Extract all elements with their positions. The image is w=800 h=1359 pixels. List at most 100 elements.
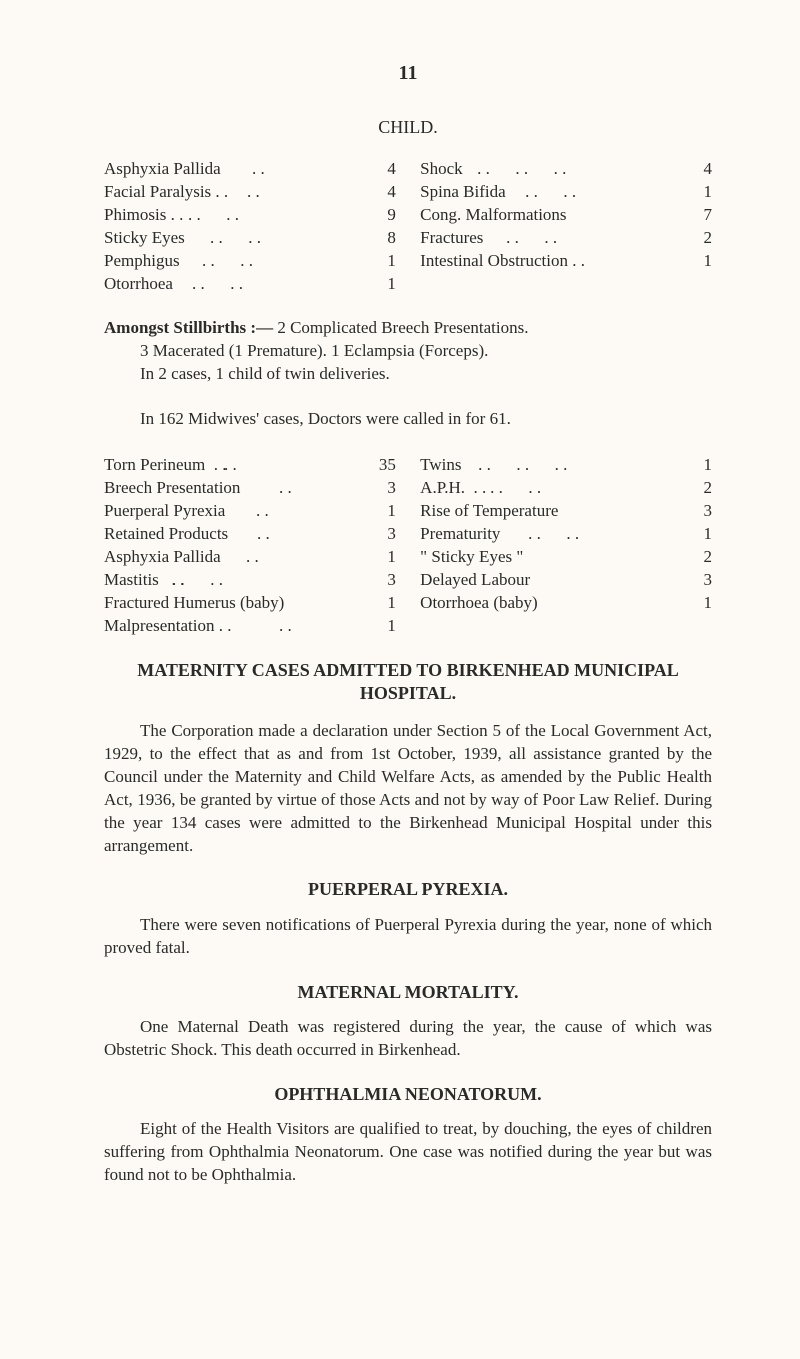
child-table: Asphyxia Pallida . . 4 Facial Paralysis … (104, 157, 712, 295)
row-dots: . . . . (490, 476, 541, 499)
puerperal-pyrexia-body: There were seven notifications of Puerpe… (104, 914, 712, 960)
table-row: Cong. Malformations 7 (420, 203, 712, 226)
puerperal-pyrexia-heading: PUERPERAL PYREXIA. (104, 877, 712, 901)
row-value: 3 (682, 568, 712, 591)
row-dots: . . (246, 545, 259, 568)
row-value: 1 (366, 591, 396, 614)
table-row: Retained Products . . 3 (104, 522, 396, 545)
row-dots: . . (257, 522, 270, 545)
table-row: " Sticky Eyes " 2 (420, 545, 712, 568)
table-row: Rise of Temperature 3 (420, 499, 712, 522)
row-label: Puerperal Pyrexia (104, 499, 225, 522)
row-label: Malpresentation . . (104, 614, 231, 637)
table-row: Pemphigus . . . . 1 (104, 249, 396, 272)
row-dots: . . (252, 157, 265, 180)
row-value: 3 (366, 568, 396, 591)
stillbirths-heading: Amongst Stillbirths :— (104, 318, 273, 337)
row-label: Sticky Eyes (104, 226, 185, 249)
table-row: Phimosis . . . . . . 9 (104, 203, 396, 226)
table-row: Breech Presentation . . 3 (104, 476, 396, 499)
row-value: 7 (682, 203, 712, 226)
row-label: Delayed Labour (420, 568, 530, 591)
row-value: 1 (682, 249, 712, 272)
table-row: Otorrhoea . . . . 1 (104, 272, 396, 295)
table-row: Asphyxia Pallida . . 4 (104, 157, 396, 180)
row-dots: . . (224, 453, 237, 476)
row-label: " Sticky Eyes " (420, 545, 523, 568)
ophthalmia-body: Eight of the Health Visitors are qualifi… (104, 1118, 712, 1187)
row-label: Prematurity (420, 522, 500, 545)
table-row: Asphyxia Pallida . . 1 (104, 545, 396, 568)
row-dots: . . . . . . (478, 453, 567, 476)
child-table-right-col: Shock . . . . . . 4 Spina Bifida . . . .… (420, 157, 712, 272)
row-dots: . . . . (202, 249, 253, 272)
table-row: Mastitis . . . . . . 3 (104, 568, 396, 591)
row-label: Torn Perineum . . (104, 453, 227, 476)
row-value: 4 (366, 180, 396, 203)
row-value: 1 (682, 591, 712, 614)
row-value: 4 (682, 157, 712, 180)
table-row: A.P.H. . . . . . . 2 (420, 476, 712, 499)
stillbirths-paragraph: Amongst Stillbirths :— 2 Complicated Bre… (104, 317, 712, 386)
row-value: 35 (366, 453, 396, 476)
maternity-cases-body: The Corporation made a declaration under… (104, 720, 712, 858)
child-table-left-col: Asphyxia Pallida . . 4 Facial Paralysis … (104, 157, 396, 295)
row-label: Fractured Humerus (baby) (104, 591, 284, 614)
ophthalmia-heading: OPHTHALMIA NEONATORUM. (104, 1082, 712, 1106)
row-value: 1 (366, 545, 396, 568)
document-page: 11 CHILD. Asphyxia Pallida . . 4 Facial … (0, 0, 800, 1257)
row-value: 1 (366, 249, 396, 272)
row-dots: . . (247, 180, 260, 203)
midwives-table-right-col: Twins . . . . . . 1 A.P.H. . . . . . . 2… (420, 453, 712, 614)
table-row: Torn Perineum . . . . 35 (104, 453, 396, 476)
row-value: 8 (366, 226, 396, 249)
table-row: Intestinal Obstruction . . 1 (420, 249, 712, 272)
row-value: 9 (366, 203, 396, 226)
page-number: 11 (104, 60, 712, 87)
midwives-intro: In 162 Midwives' cases, Doctors were cal… (104, 408, 712, 431)
row-label: Facial Paralysis . . (104, 180, 228, 203)
table-row: Delayed Labour 3 (420, 568, 712, 591)
table-row: Otorrhoea (baby) 1 (420, 591, 712, 614)
table-row: Fractured Humerus (baby) 1 (104, 591, 396, 614)
child-section-title: CHILD. (104, 115, 712, 139)
row-label: Pemphigus (104, 249, 180, 272)
row-value: 3 (366, 522, 396, 545)
row-dots: . . . . (506, 226, 557, 249)
maternal-mortality-heading: MATERNAL MORTALITY. (104, 980, 712, 1004)
row-value: 1 (366, 499, 396, 522)
table-row: Shock . . . . . . 4 (420, 157, 712, 180)
row-value: 1 (682, 522, 712, 545)
table-row: Sticky Eyes . . . . 8 (104, 226, 396, 249)
row-label: Phimosis . . (104, 203, 183, 226)
row-dots: . . . . (528, 522, 579, 545)
stillbirths-line1: 2 Complicated Breech Presentations. (273, 318, 528, 337)
row-label: Cong. Malformations (420, 203, 566, 226)
row-value: 3 (682, 499, 712, 522)
row-label: Shock (420, 157, 463, 180)
row-label: Otorrhoea (104, 272, 173, 295)
table-row: Twins . . . . . . 1 (420, 453, 712, 476)
table-row: Malpresentation . . . . 1 (104, 614, 396, 637)
row-label: Asphyxia Pallida (104, 545, 221, 568)
stillbirths-line3: In 2 cases, 1 child of twin deliveries. (104, 364, 390, 383)
table-row: Spina Bifida . . . . 1 (420, 180, 712, 203)
row-value: 3 (366, 476, 396, 499)
row-label: Twins (420, 453, 461, 476)
row-dots: . . . . (525, 180, 576, 203)
table-row: Facial Paralysis . . . . 4 (104, 180, 396, 203)
row-value: 1 (366, 614, 396, 637)
row-dots: . . . . . . (477, 157, 566, 180)
row-value: 2 (682, 226, 712, 249)
maternity-cases-heading: MATERNITY CASES ADMITTED TO BIRKENHEAD M… (104, 659, 712, 706)
row-value: 4 (366, 157, 396, 180)
row-value: 1 (682, 180, 712, 203)
table-row: Prematurity . . . . 1 (420, 522, 712, 545)
row-dots: . . . . (188, 203, 239, 226)
row-label: Spina Bifida (420, 180, 505, 203)
row-label: A.P.H. . . (420, 476, 486, 499)
row-dots: . . (279, 614, 292, 637)
row-dots: . . . . (210, 226, 261, 249)
row-label: Breech Presentation (104, 476, 240, 499)
row-label: Retained Products (104, 522, 228, 545)
